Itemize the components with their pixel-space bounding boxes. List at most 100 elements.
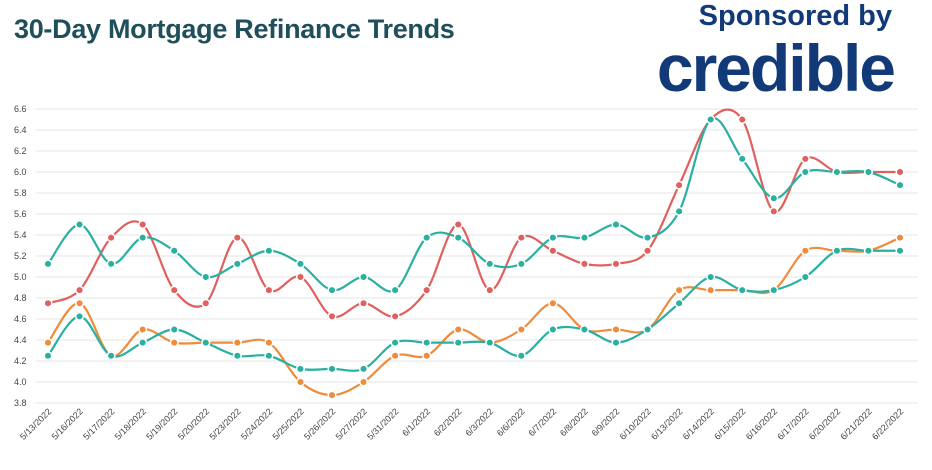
- series-3: [43, 246, 905, 374]
- x-tick-label: 6/14/2022: [681, 406, 716, 441]
- data-point: [611, 324, 621, 335]
- data-point: [232, 338, 242, 348]
- data-point: [643, 233, 653, 243]
- y-tick-label: 5.4: [14, 230, 27, 240]
- x-tick-label: 6/17/2022: [775, 406, 810, 441]
- data-point: [264, 351, 274, 361]
- data-point: [611, 219, 621, 230]
- data-point: [422, 233, 432, 243]
- data-point: [643, 324, 653, 335]
- data-point: [422, 285, 432, 295]
- x-tick-label: 6/13/2022: [649, 406, 684, 441]
- x-tick-label: 5/23/2022: [207, 406, 242, 441]
- data-point: [579, 233, 589, 243]
- x-axis: 5/13/20225/16/20225/17/20225/18/20225/19…: [18, 406, 905, 441]
- data-point: [800, 154, 810, 164]
- x-tick-label: 5/31/2022: [365, 406, 400, 441]
- data-point: [579, 259, 589, 269]
- data-point: [327, 364, 337, 374]
- data-point: [390, 311, 400, 321]
- chart-title: 30-Day Mortgage Refinance Trends: [14, 14, 455, 44]
- data-point: [485, 259, 495, 269]
- y-tick-label: 4.2: [14, 356, 27, 366]
- data-point: [422, 351, 432, 361]
- data-point: [832, 167, 842, 177]
- series-line: [47, 247, 900, 372]
- data-point: [106, 351, 116, 361]
- data-point: [75, 311, 85, 321]
- data-point: [485, 285, 495, 295]
- y-tick-label: 6.6: [14, 104, 27, 114]
- data-point: [674, 206, 684, 216]
- x-tick-label: 6/3/2022: [463, 406, 495, 438]
- data-point: [579, 324, 589, 335]
- data-point: [611, 259, 621, 269]
- data-point: [359, 377, 369, 387]
- data-point: [895, 233, 905, 243]
- data-point: [548, 246, 558, 256]
- x-tick-label: 6/1/2022: [400, 406, 432, 438]
- y-tick-label: 4.0: [14, 377, 27, 387]
- x-tick-label: 5/27/2022: [334, 406, 369, 441]
- data-point: [769, 285, 779, 295]
- data-point: [327, 390, 337, 400]
- data-point: [390, 285, 400, 295]
- x-tick-label: 5/19/2022: [144, 406, 179, 441]
- data-point: [453, 233, 463, 243]
- data-point: [863, 167, 873, 177]
- x-tick-label: 5/18/2022: [113, 406, 148, 441]
- data-point: [769, 193, 779, 203]
- series-group: [43, 108, 905, 400]
- data-point: [548, 233, 558, 243]
- x-tick-label: 5/20/2022: [176, 406, 211, 441]
- data-point: [201, 272, 211, 282]
- data-point: [232, 259, 242, 269]
- x-tick-label: 6/10/2022: [618, 406, 653, 441]
- data-point: [232, 233, 242, 243]
- x-tick-label: 6/6/2022: [495, 406, 527, 438]
- data-point: [75, 285, 85, 295]
- y-tick-label: 4.8: [14, 293, 27, 303]
- data-point: [895, 180, 905, 190]
- data-point: [800, 272, 810, 282]
- x-tick-label: 5/13/2022: [18, 406, 53, 441]
- data-point: [295, 272, 305, 282]
- y-tick-label: 5.2: [14, 251, 27, 261]
- x-tick-label: 5/16/2022: [50, 406, 85, 441]
- series-line: [47, 236, 901, 397]
- data-point: [390, 351, 400, 361]
- data-point: [264, 285, 274, 295]
- data-point: [422, 338, 432, 348]
- y-tick-label: 4.6: [14, 314, 27, 324]
- data-point: [295, 259, 305, 269]
- x-tick-label: 5/24/2022: [239, 406, 274, 441]
- data-point: [863, 246, 873, 256]
- x-tick-label: 6/2/2022: [432, 406, 464, 438]
- data-point: [674, 285, 684, 295]
- data-point: [232, 351, 242, 361]
- data-point: [895, 167, 905, 177]
- y-axis: 6.6 6.4 6.2 6.0 5.8 5.6 5.4 5.2 5.0 4.8 4.6 4.4 4.2 4…: [14, 104, 27, 408]
- x-tick-label: 6/20/2022: [807, 406, 842, 441]
- data-point: [75, 298, 85, 308]
- data-point: [737, 154, 747, 164]
- data-point: [674, 298, 684, 308]
- data-point: [106, 233, 116, 243]
- data-point: [43, 259, 53, 269]
- x-tick-label: 6/22/2022: [870, 406, 905, 441]
- data-point: [390, 338, 400, 348]
- data-point: [138, 219, 148, 230]
- data-point: [169, 285, 179, 295]
- data-point: [737, 285, 747, 295]
- data-point: [359, 364, 369, 374]
- data-point: [643, 246, 653, 256]
- data-point: [737, 114, 747, 125]
- series-line: [47, 117, 901, 293]
- x-tick-label: 5/26/2022: [302, 406, 337, 441]
- data-point: [264, 338, 274, 348]
- x-tick-label: 6/7/2022: [526, 406, 558, 438]
- data-point: [706, 114, 716, 125]
- grid-lines: [36, 108, 918, 404]
- data-point: [43, 298, 53, 308]
